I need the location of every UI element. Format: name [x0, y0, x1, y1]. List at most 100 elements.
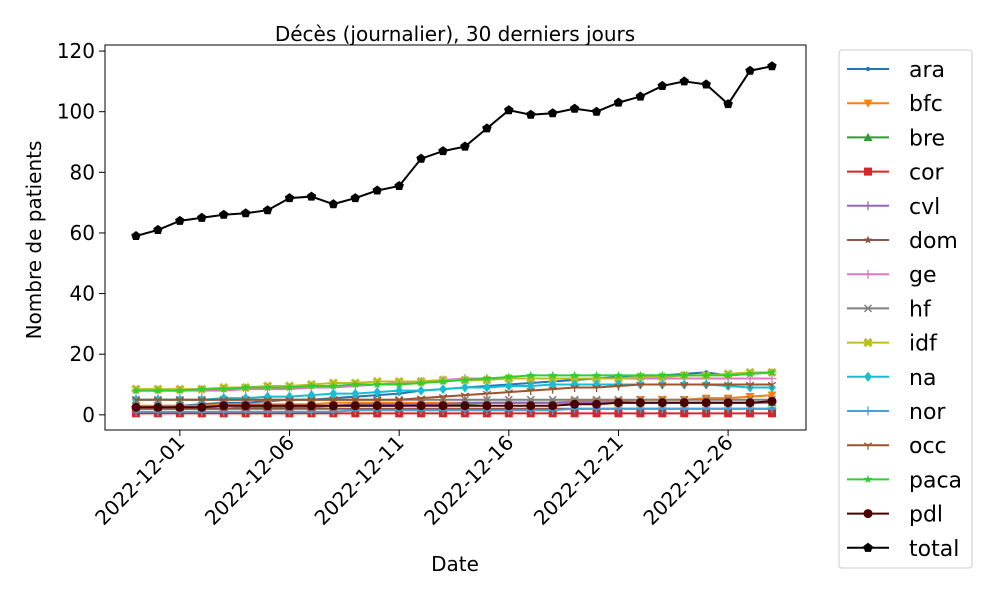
data-point-pdl: [745, 398, 755, 408]
legend-marker: [864, 371, 872, 382]
data-point-total: [591, 106, 602, 116]
data-point-paca: [372, 380, 382, 389]
legend-item-hf: hf: [847, 297, 932, 322]
data-point-total: [284, 193, 295, 203]
legend-marker: [863, 406, 873, 416]
data-point-total: [372, 185, 382, 195]
data-point-occ: [636, 381, 645, 390]
legend-marker: [865, 66, 871, 72]
data-point-occ: [658, 381, 667, 390]
y-tick-label: 120: [57, 39, 95, 63]
y-tick-label: 20: [70, 342, 95, 366]
data-point-na: [307, 390, 316, 401]
series-occ: [131, 381, 777, 405]
data-point-na: [373, 387, 382, 398]
data-point-na: [460, 382, 469, 393]
legend-item-idf: idf: [847, 332, 938, 357]
data-point-paca: [636, 370, 645, 380]
legend-item-pdl: pdl: [847, 503, 943, 528]
legend-marker: [863, 235, 873, 244]
data-point-pdl: [219, 401, 229, 411]
data-point-total: [218, 209, 229, 219]
data-point-total: [679, 76, 690, 86]
data-point-pdl: [131, 402, 141, 412]
series-paca: [131, 367, 777, 395]
data-point-na: [439, 384, 448, 395]
data-point-pdl: [241, 401, 251, 411]
y-tick-label: 80: [70, 160, 95, 184]
y-tick-label: 40: [70, 282, 95, 306]
data-point-cor: [570, 409, 579, 418]
x-tick-label: 2022-12-01: [90, 431, 189, 530]
data-point-paca: [263, 383, 272, 392]
legend-marker: [863, 474, 873, 484]
data-point-cor: [702, 409, 711, 418]
data-point-paca: [219, 384, 228, 393]
series-line-paca: [136, 371, 773, 392]
legend-label: occ: [909, 434, 947, 459]
data-point-pdl: [306, 401, 316, 411]
data-point-ge: [767, 373, 777, 383]
data-point-total: [701, 79, 711, 89]
data-point-paca: [329, 381, 338, 390]
data-point-paca: [416, 378, 426, 387]
data-point-pdl: [175, 402, 185, 412]
data-point-occ: [438, 393, 448, 402]
data-point-pdl: [285, 401, 295, 411]
legend-item-bre: bre: [847, 126, 945, 151]
data-point-pdl: [416, 401, 426, 411]
data-point-pdl: [767, 396, 777, 406]
data-point-cor: [680, 409, 689, 418]
data-point-occ: [460, 392, 470, 400]
data-point-occ: [570, 384, 579, 393]
data-point-paca: [394, 380, 404, 389]
data-point-occ: [723, 381, 733, 390]
legend-label: pdl: [909, 503, 943, 528]
x-tick-label: 2022-12-11: [310, 431, 409, 530]
y-tick-label: 60: [70, 221, 95, 245]
legend-item-bfc: bfc: [847, 92, 943, 117]
legend-marker: [863, 337, 873, 348]
legend-marker: [863, 269, 873, 279]
data-point-occ: [614, 383, 623, 391]
data-point-pdl: [723, 398, 733, 408]
data-point-paca: [438, 377, 448, 386]
legend-item-dom: dom: [847, 229, 958, 254]
data-point-cor: [592, 409, 601, 418]
legend-label: bre: [909, 126, 945, 151]
data-point-pdl: [350, 401, 360, 411]
legend-marker: [863, 304, 873, 313]
data-point-pdl: [635, 398, 645, 408]
data-point-pdl: [657, 398, 667, 408]
legend-marker: [863, 442, 873, 450]
data-point-pdl: [438, 401, 448, 411]
data-point-bfc: [767, 391, 777, 400]
data-point-paca: [570, 370, 579, 380]
data-point-paca: [285, 383, 294, 392]
data-point-pdl: [328, 401, 338, 411]
data-point-total: [438, 146, 448, 156]
legend-label: na: [909, 366, 936, 391]
data-point-total: [350, 193, 361, 203]
data-point-na: [329, 388, 338, 399]
legend-marker: [863, 99, 873, 108]
y-tick-label: 100: [57, 100, 95, 124]
x-tick-label: 2022-12-21: [529, 431, 628, 530]
data-point-total: [569, 103, 580, 113]
data-point-total: [306, 191, 317, 201]
data-point-total: [460, 141, 470, 151]
series-pdl: [131, 396, 777, 412]
x-tick-label: 2022-12-16: [419, 431, 518, 530]
series-bfc: [131, 391, 777, 411]
data-point-paca: [197, 384, 207, 393]
legend-item-paca: paca: [847, 468, 962, 493]
legend-item-nor: nor: [847, 400, 946, 425]
data-point-paca: [131, 386, 141, 395]
legend-item-cor: cor: [847, 161, 945, 186]
data-point-pdl: [701, 398, 711, 408]
data-point-paca: [351, 380, 360, 389]
data-point-pdl: [504, 401, 514, 411]
x-tick-label: 2022-12-26: [638, 431, 737, 530]
data-point-paca: [241, 383, 250, 392]
data-point-na: [482, 382, 491, 393]
